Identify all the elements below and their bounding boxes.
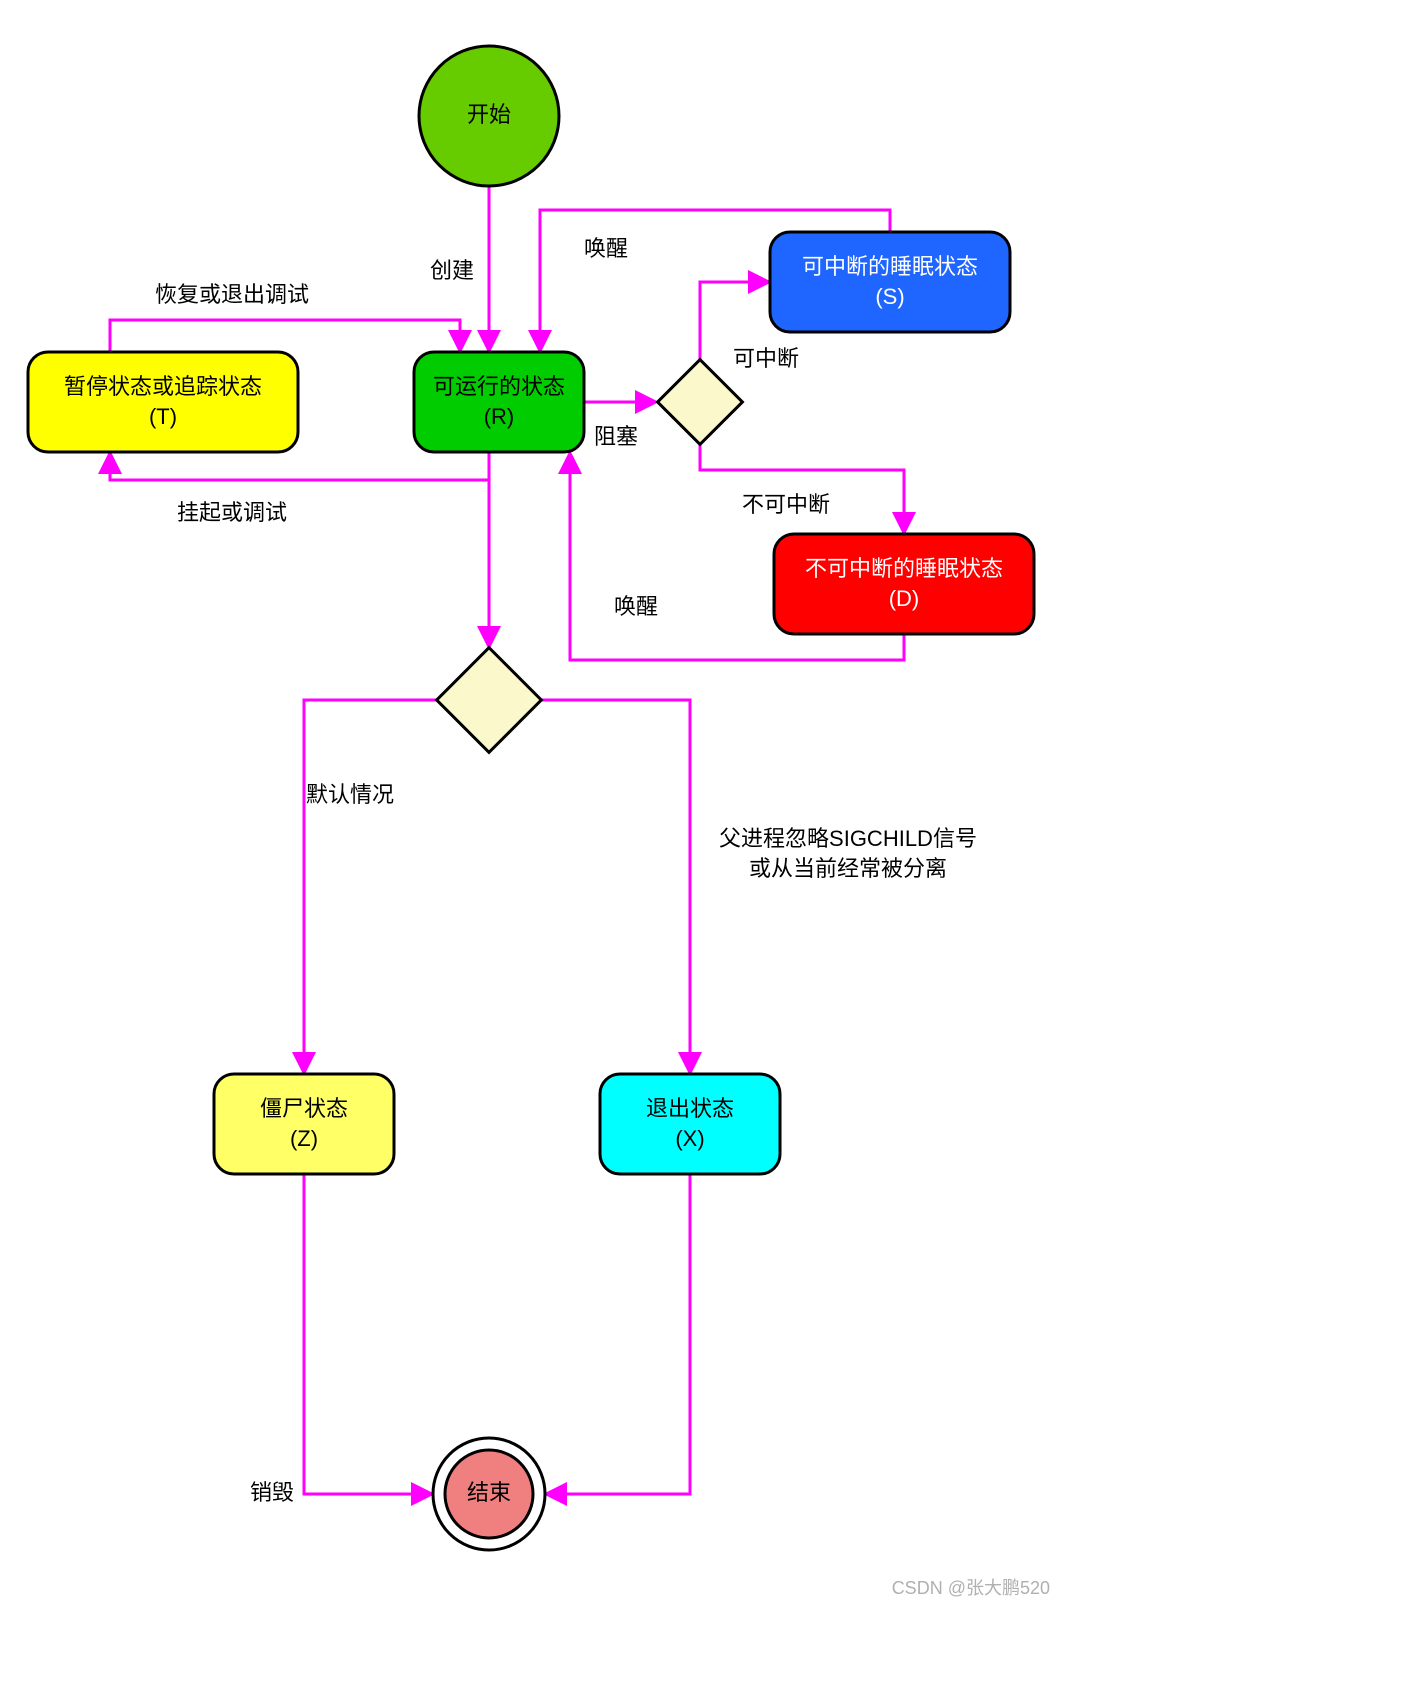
node-zombie-l2: (Z) — [290, 1126, 318, 1151]
label-sig1: 父进程忽略SIGCHILD信号 — [719, 826, 977, 851]
edge-sigchild-exit — [541, 700, 690, 1072]
node-decision-exit — [437, 648, 542, 753]
edge-exit-end — [547, 1174, 690, 1494]
node-decision-block — [658, 360, 743, 445]
label-default: 默认情况 — [306, 782, 394, 807]
node-int-l1: 可中断的睡眠状态 — [802, 254, 978, 279]
label-create: 创建 — [430, 258, 474, 283]
node-end: 结束 — [433, 1438, 545, 1550]
node-int-l2: (S) — [875, 284, 904, 309]
edge-default-zombie — [304, 700, 437, 1072]
node-start: 开始 — [419, 46, 559, 186]
node-interruptible: 可中断的睡眠状态 (S) — [770, 232, 1010, 332]
edge-zombie-end — [304, 1174, 431, 1494]
label-destroy: 销毁 — [250, 1480, 294, 1505]
label-int: 可中断 — [733, 346, 799, 371]
node-unint-l1: 不可中断的睡眠状态 — [805, 556, 1003, 581]
node-unint-l2: (D) — [889, 586, 920, 611]
label-wake1: 唤醒 — [584, 236, 628, 261]
node-stopped: 暂停状态或追踪状态 (T) — [28, 352, 298, 452]
label-sig2: 或从当前经常被分离 — [749, 856, 947, 881]
node-exit: 退出状态 (X) — [600, 1074, 780, 1174]
node-end-label: 结束 — [467, 1480, 511, 1505]
node-start-label: 开始 — [467, 102, 511, 127]
node-exit-l1: 退出状态 — [646, 1096, 734, 1121]
node-runnable: 可运行的状态 (R) — [414, 352, 584, 452]
node-uninterruptible: 不可中断的睡眠状态 (D) — [774, 534, 1034, 634]
node-exit-l2: (X) — [675, 1126, 704, 1151]
label-wake2: 唤醒 — [614, 594, 658, 619]
watermark-text: CSDN @张大鹏520 — [892, 1578, 1050, 1598]
node-stopped-l2: (T) — [149, 404, 177, 429]
node-runnable-l2: (R) — [484, 404, 515, 429]
edge-uninterruptible — [700, 445, 904, 532]
node-zombie: 僵尸状态 (Z) — [214, 1074, 394, 1174]
label-resume: 恢复或退出调试 — [155, 282, 309, 307]
edge-resume — [110, 320, 460, 352]
node-zombie-l1: 僵尸状态 — [260, 1096, 348, 1121]
label-block: 阻塞 — [594, 424, 638, 449]
node-runnable-l1: 可运行的状态 — [433, 374, 565, 399]
label-unint: 不可中断 — [742, 492, 830, 517]
label-suspend: 挂起或调试 — [177, 500, 287, 525]
edge-suspend — [110, 452, 489, 480]
node-stopped-l1: 暂停状态或追踪状态 — [64, 374, 262, 399]
